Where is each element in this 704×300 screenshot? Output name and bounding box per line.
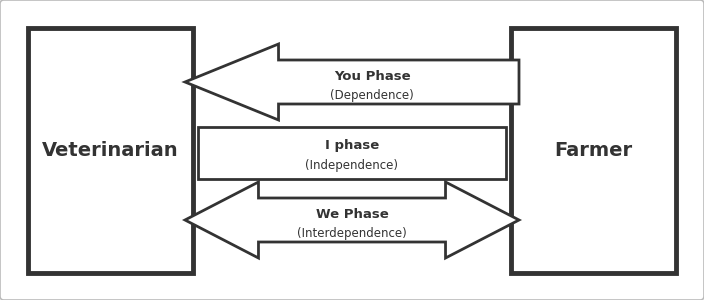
Text: Veterinarian: Veterinarian xyxy=(42,141,179,160)
Polygon shape xyxy=(185,182,519,258)
Text: I phase: I phase xyxy=(325,140,379,152)
Text: You Phase: You Phase xyxy=(334,70,410,83)
Text: Farmer: Farmer xyxy=(555,141,633,160)
FancyBboxPatch shape xyxy=(511,28,676,273)
Text: (Independence): (Independence) xyxy=(306,160,398,172)
Text: We Phase: We Phase xyxy=(315,208,389,220)
Text: (Dependence): (Dependence) xyxy=(330,89,414,103)
Text: (Interdependence): (Interdependence) xyxy=(297,227,407,241)
FancyBboxPatch shape xyxy=(198,127,506,179)
FancyBboxPatch shape xyxy=(28,28,193,273)
Polygon shape xyxy=(185,44,519,120)
